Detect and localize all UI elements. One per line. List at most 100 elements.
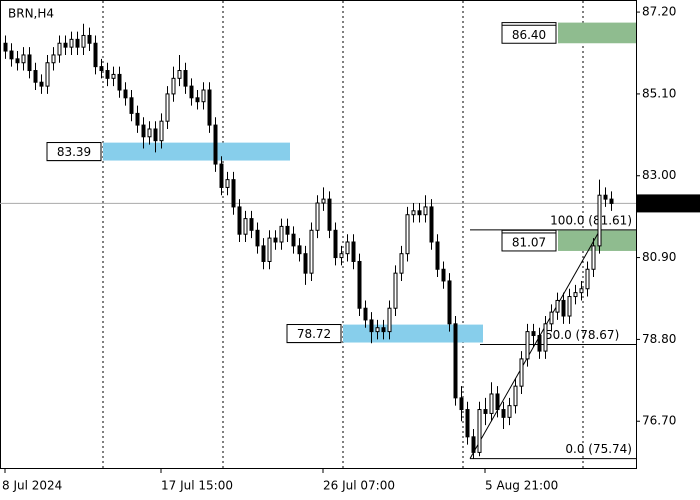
candle-body	[393, 272, 398, 309]
candle-body	[447, 280, 452, 325]
chart-title: BRN,H4	[8, 7, 54, 21]
candle-body	[405, 214, 410, 255]
zone	[558, 230, 636, 251]
candle-body	[471, 436, 476, 453]
candle-body	[135, 112, 140, 126]
candle-body	[93, 42, 98, 68]
zone	[343, 324, 483, 343]
current-price-label: 82.29	[642, 196, 676, 210]
candle-body	[333, 229, 338, 259]
candle-body	[429, 206, 434, 243]
candle-body	[567, 296, 572, 317]
candle-body	[525, 331, 530, 360]
zone-label-box	[46, 142, 102, 162]
fibo-label: 50.0 (78.67)	[545, 328, 619, 342]
candle-body	[231, 179, 236, 208]
zone-label-box	[501, 24, 557, 44]
candle-body	[117, 73, 122, 91]
candle-body	[537, 335, 542, 352]
candle-body	[171, 77, 176, 95]
zone-label: 83.39	[57, 145, 91, 159]
candle-body	[297, 245, 302, 255]
candle-body	[225, 179, 230, 188]
y-tick-label: 87.20	[642, 5, 676, 19]
candle-body	[345, 241, 350, 255]
zone-label: 81.07	[512, 235, 546, 249]
y-tick-label: 78.80	[642, 332, 676, 346]
candle-body	[579, 288, 584, 294]
candle-body	[249, 218, 254, 231]
candle-body	[549, 311, 554, 325]
candle-body	[435, 241, 440, 270]
candle-body	[207, 89, 212, 126]
candle-body	[603, 194, 608, 200]
candle-body	[285, 225, 290, 235]
zone	[103, 142, 290, 161]
candle-body	[165, 93, 170, 122]
candle-body	[465, 409, 470, 438]
candle-body	[183, 70, 188, 87]
candle-body	[291, 233, 296, 247]
candle-body	[75, 38, 80, 48]
candle-body	[321, 198, 326, 204]
candle-body	[9, 50, 14, 60]
candle-body	[51, 54, 56, 64]
candle-body	[315, 202, 320, 231]
candle-body	[63, 42, 68, 48]
candle-body	[87, 34, 92, 44]
candle-body	[459, 397, 464, 411]
candle-body	[489, 393, 494, 414]
candle-body	[441, 268, 446, 282]
candle-body	[369, 319, 374, 333]
candle-body	[267, 237, 272, 262]
candle-body	[585, 268, 590, 290]
candle-body	[573, 292, 578, 298]
candle-body	[543, 323, 548, 352]
candle-body	[477, 409, 482, 453]
candle-body	[69, 38, 74, 48]
x-tick-label: 17 Jul 15:00	[161, 479, 233, 493]
candle-body	[57, 42, 62, 56]
y-tick-label: 85.10	[642, 86, 676, 100]
candle-body	[105, 70, 110, 79]
candle-body	[417, 210, 422, 216]
x-tick-label: 26 Jul 07:00	[323, 479, 395, 493]
zone-label: 86.40	[512, 28, 546, 42]
candle-body	[99, 66, 104, 72]
candle-body	[423, 206, 428, 216]
candle-body	[201, 89, 206, 103]
candle-body	[21, 54, 26, 64]
candle-body	[513, 385, 518, 407]
candle-body	[141, 124, 146, 138]
candle-body	[357, 260, 362, 309]
x-tick-label: 5 Aug 21:00	[485, 479, 558, 493]
candle-body	[27, 54, 32, 72]
candle-body	[45, 62, 50, 87]
candle-body	[261, 245, 266, 262]
zone-label-box	[501, 232, 557, 252]
candle-body	[153, 128, 158, 142]
candle-body	[453, 323, 458, 399]
candle-body	[159, 120, 164, 142]
candle-body	[237, 206, 242, 235]
zone	[558, 22, 636, 44]
candle-body	[483, 409, 488, 414]
candle-body	[243, 218, 248, 235]
plot-border	[0, 0, 637, 469]
y-tick-label: 76.70	[642, 414, 676, 428]
candle-body	[15, 58, 20, 64]
candle-body	[147, 128, 152, 138]
current-price-box	[637, 194, 700, 213]
candle-body	[375, 327, 380, 333]
candle-body	[519, 358, 524, 387]
candle-body	[177, 70, 182, 79]
candle-body	[327, 198, 332, 231]
fibo-label: 0.0 (75.74)	[565, 442, 632, 456]
candle-body	[495, 393, 500, 411]
candle-body	[561, 299, 566, 317]
candle-body	[507, 405, 512, 418]
candle-body	[111, 73, 116, 79]
candle-body	[189, 85, 194, 99]
candle-body	[501, 409, 506, 418]
